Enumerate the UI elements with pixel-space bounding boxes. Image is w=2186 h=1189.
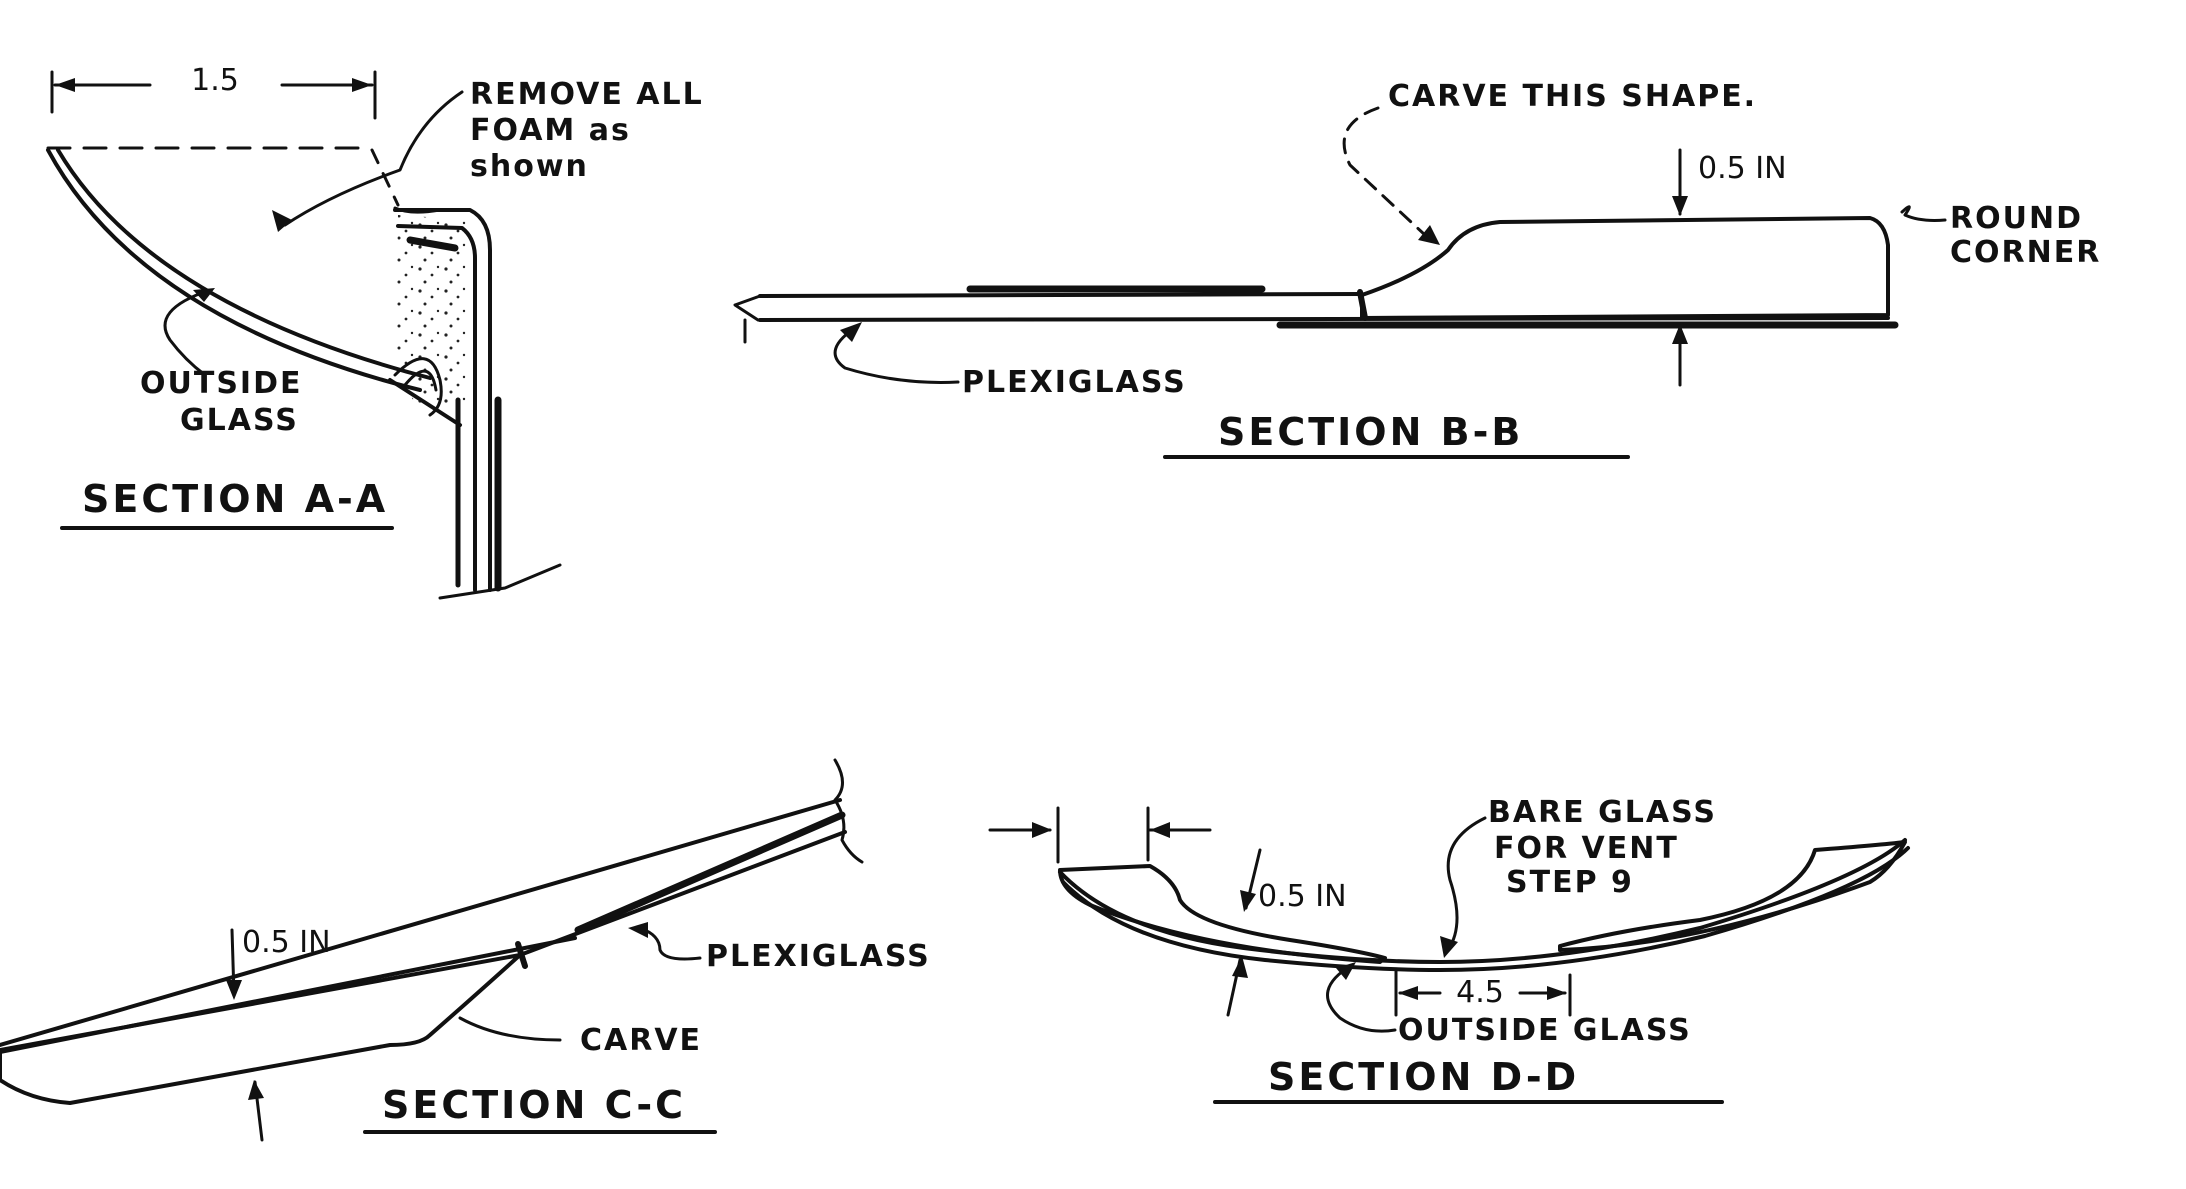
d-thickness-arrow-bottom: [1232, 956, 1248, 978]
bare-glass-arrow: [1440, 936, 1458, 958]
section-c-foam: [0, 953, 522, 1105]
wall-outer: [393, 208, 492, 592]
wall-laminate: [406, 236, 459, 252]
remove-foam-leader: [283, 90, 464, 227]
section-b-title: SECTION B-B: [1218, 410, 1523, 454]
thickness-arrow-bottom: [1672, 324, 1688, 344]
outside-glass-arrow: [193, 288, 215, 302]
bare-glass-note-2: FOR VENT: [1494, 831, 1679, 866]
section-a-dimension: 1.5: [191, 63, 239, 98]
d-arrow-left: [1032, 822, 1052, 838]
plexiglass-laminate: [574, 811, 846, 934]
skin-top: [0, 798, 842, 1047]
d-width-arrow-right: [1547, 986, 1567, 1000]
section-c-carve-label: CARVE: [580, 1023, 702, 1058]
c-thickness-arrow-bottom: [248, 1080, 264, 1100]
c-carve-leader: [458, 1016, 562, 1042]
d-glass-top: [1058, 838, 1907, 964]
plexiglass-bottom: [758, 316, 1890, 322]
c-plexiglass-leader: [638, 926, 702, 961]
section-d-thickness: 0.5 IN: [1258, 879, 1347, 914]
dim-arrow-left: [55, 78, 75, 92]
d-outside-arrow: [1336, 962, 1356, 980]
carve-shape-note: CARVE THIS SHAPE.: [1388, 79, 1757, 114]
outside-glass-label-1: OUTSIDE: [140, 366, 303, 401]
section-c-plexiglass-label: PLEXIGLASS: [706, 939, 931, 974]
bare-glass-note-1: BARE GLASS: [1488, 795, 1717, 830]
carve-leader: [1342, 106, 1427, 237]
bare-glass-leader: [1446, 816, 1487, 952]
foam-joint: [1357, 289, 1368, 321]
glass-fold-2: [403, 369, 438, 392]
round-corner-label-1: ROUND: [1950, 201, 2083, 236]
outside-glass-outer: [46, 148, 422, 392]
section-b-dimension: 0.5 IN: [1698, 151, 1787, 186]
c-thickness-arrow-top: [226, 980, 242, 1000]
d-thickness-arrow-top: [1240, 890, 1256, 912]
carve-arrow: [1418, 225, 1440, 245]
round-corner-label-2: CORNER: [1950, 235, 2101, 270]
remove-foam-arrow: [272, 210, 292, 232]
section-b-plexiglass-label: PLEXIGLASS: [962, 365, 1187, 400]
section-c-dimension: 0.5 IN: [242, 925, 331, 960]
d-glass-bottom: [1061, 846, 1910, 972]
section-d-title: SECTION D-D: [1268, 1055, 1579, 1099]
remove-foam-note-1: REMOVE ALL: [470, 77, 704, 112]
section-d-width: 4.5: [1456, 975, 1504, 1010]
dim-arrow-right: [352, 78, 372, 92]
wall-inner: [396, 224, 477, 592]
plexiglass-end: [733, 294, 762, 322]
c-plexiglass-arrow: [628, 922, 648, 938]
remove-foam-note-2: FOAM as: [470, 113, 631, 148]
section-d-d: 0.5 IN BARE GLASS FOR VENT STEP 9 4.5 OU…: [988, 795, 1910, 1104]
d-width-arrow-left: [1398, 986, 1418, 1000]
section-c-title: SECTION C-C: [382, 1083, 686, 1127]
outside-glass-leader: [163, 288, 212, 377]
section-a-title: SECTION A-A: [82, 477, 388, 521]
plexiglass-top: [758, 292, 1364, 298]
thickness-arrow-top: [1672, 196, 1688, 216]
round-corner-leader: [1900, 205, 1947, 222]
section-b-foam: [1360, 216, 1890, 320]
d-outside-leader: [1326, 963, 1397, 1033]
plexiglass-arrow: [840, 322, 862, 342]
plexiglass-bottom-c: [518, 830, 847, 957]
glass-fold: [393, 357, 443, 417]
wall-base: [438, 563, 562, 600]
d-arrow-right: [1150, 822, 1170, 838]
remove-foam-note-3: shown: [470, 149, 589, 184]
section-d-outside-label: OUTSIDE GLASS: [1398, 1013, 1692, 1048]
foam-removal-diagonal: [370, 148, 400, 207]
section-c-c: 0.5 IN PLEXIGLASS CARVE SECTION C-C: [0, 758, 931, 1142]
section-a-a: 1.5 REMOVE ALL FOAM as shown OUTSIDE GLA…: [46, 63, 704, 600]
skin-mid: [0, 936, 577, 1054]
outside-glass-label-2: GLASS: [180, 403, 299, 438]
outside-glass-inner: [56, 148, 432, 380]
section-b-b: CARVE THIS SHAPE. 0.5 IN ROUND CORNER PL…: [733, 79, 2101, 459]
foam-joint-c: [515, 941, 528, 969]
d-right-foam: [1558, 840, 1907, 952]
glass-joint: [388, 378, 462, 427]
break-line: [833, 758, 864, 864]
plexiglass-leader: [833, 324, 960, 384]
bare-glass-note-3: STEP 9: [1506, 865, 1634, 900]
